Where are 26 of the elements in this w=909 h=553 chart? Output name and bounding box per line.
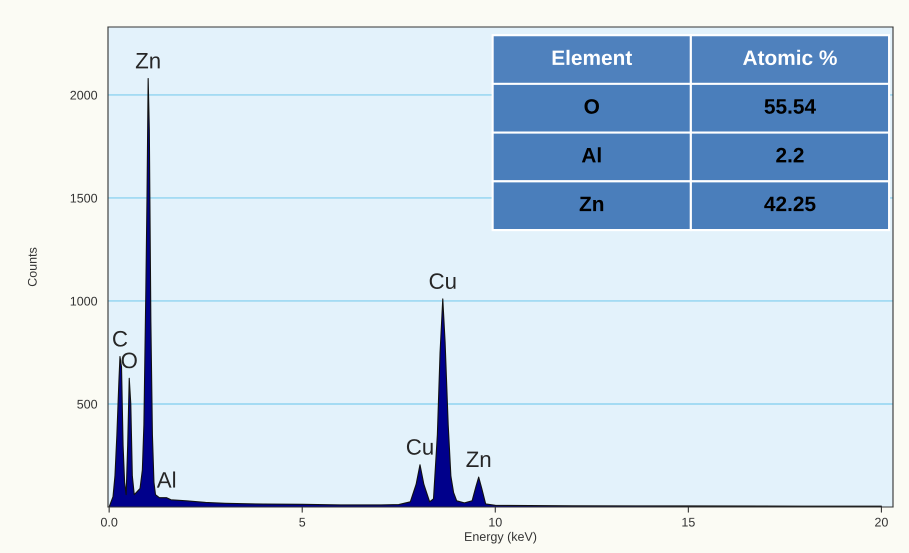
y-tick-label: 2000: [70, 90, 98, 100]
annotation: Atomic %: [743, 50, 837, 66]
annotation: Element: [552, 50, 632, 66]
annotation: O: [122, 352, 137, 368]
y-tick-label: 500: [77, 400, 98, 409]
annotation: 55.54: [764, 99, 816, 114]
annotation: Zn: [136, 53, 160, 68]
x-axis-title: Energy (keV): [465, 532, 536, 544]
annotation: Cu: [430, 273, 456, 289]
x-tick-label: 15: [682, 518, 695, 527]
annotation: C: [113, 330, 128, 347]
y-tick-label: 1000: [70, 296, 98, 306]
annotation: Al: [582, 147, 601, 162]
annotation: Al: [156, 471, 176, 488]
x-tick-label: 10: [489, 518, 502, 527]
x-tick-label: 20: [875, 518, 888, 527]
annotation: 2.2: [776, 148, 804, 162]
annotation: Zn: [466, 452, 490, 467]
y-tick-label: 1500: [70, 194, 98, 203]
annotation: 42.25: [764, 196, 816, 212]
y-axis-title: Counts: [28, 248, 37, 286]
annotation: Cu: [406, 439, 433, 455]
x-tick-label: 5: [299, 518, 306, 527]
annotation: O: [584, 99, 599, 114]
annotation: Zn: [580, 196, 604, 212]
x-tick-label: 0.0: [100, 518, 118, 527]
